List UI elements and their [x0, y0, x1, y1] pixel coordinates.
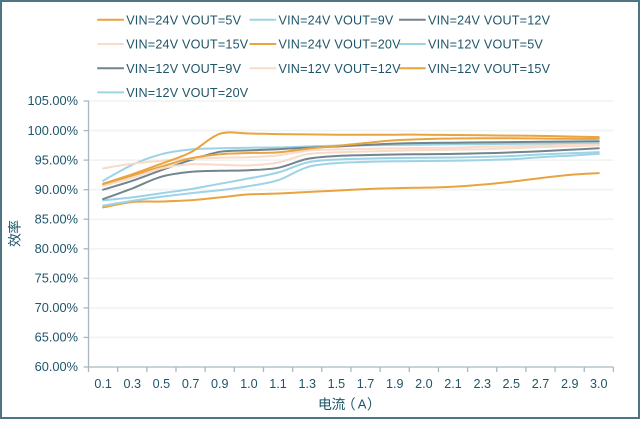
svg-text:VIN=24V VOUT=15V: VIN=24V VOUT=15V [126, 38, 249, 52]
svg-text:2.7: 2.7 [532, 377, 550, 391]
svg-text:100.00%: 100.00% [27, 123, 78, 138]
svg-text:VIN=12V VOUT=9V: VIN=12V VOUT=9V [126, 62, 241, 76]
svg-text:70.00%: 70.00% [35, 300, 78, 315]
svg-text:2.5: 2.5 [503, 377, 521, 391]
svg-text:2.0: 2.0 [415, 377, 433, 391]
svg-text:3.0: 3.0 [590, 377, 608, 391]
svg-text:0.7: 0.7 [182, 377, 200, 391]
svg-text:VIN=12V VOUT=15V: VIN=12V VOUT=15V [428, 62, 551, 76]
svg-text:85.00%: 85.00% [35, 211, 78, 226]
svg-text:60.00%: 60.00% [35, 359, 78, 374]
svg-text:1.5: 1.5 [328, 377, 346, 391]
svg-text:75.00%: 75.00% [35, 271, 78, 286]
svg-text:105.00%: 105.00% [27, 93, 78, 108]
svg-text:1.3: 1.3 [298, 377, 316, 391]
svg-text:65.00%: 65.00% [35, 330, 78, 345]
svg-text:VIN=24V VOUT=20V: VIN=24V VOUT=20V [279, 38, 402, 52]
svg-text:90.00%: 90.00% [35, 182, 78, 197]
svg-text:VIN=24V VOUT=12V: VIN=24V VOUT=12V [428, 13, 551, 27]
svg-text:1.7: 1.7 [357, 377, 375, 391]
svg-text:0.9: 0.9 [211, 377, 229, 391]
svg-text:1.0: 1.0 [240, 377, 258, 391]
svg-text:2.9: 2.9 [561, 377, 579, 391]
svg-text:0.3: 0.3 [123, 377, 141, 391]
svg-text:A: A [358, 397, 367, 412]
svg-text:80.00%: 80.00% [35, 241, 78, 256]
svg-text:1.1: 1.1 [269, 377, 287, 391]
svg-text:VIN=24V VOUT=5V: VIN=24V VOUT=5V [126, 13, 241, 27]
svg-text:VIN=24V VOUT=9V: VIN=24V VOUT=9V [279, 13, 394, 27]
svg-text:0.1: 0.1 [94, 377, 112, 391]
svg-text:2.3: 2.3 [473, 377, 491, 391]
svg-text:95.00%: 95.00% [35, 152, 78, 167]
svg-text:2.1: 2.1 [444, 377, 462, 391]
svg-text:VIN=12V VOUT=20V: VIN=12V VOUT=20V [126, 86, 249, 100]
svg-text:VIN=12V VOUT=5V: VIN=12V VOUT=5V [428, 38, 543, 52]
svg-text:1.9: 1.9 [386, 377, 404, 391]
svg-text:0.5: 0.5 [153, 377, 171, 391]
svg-text:VIN=12V VOUT=12V: VIN=12V VOUT=12V [279, 62, 402, 76]
